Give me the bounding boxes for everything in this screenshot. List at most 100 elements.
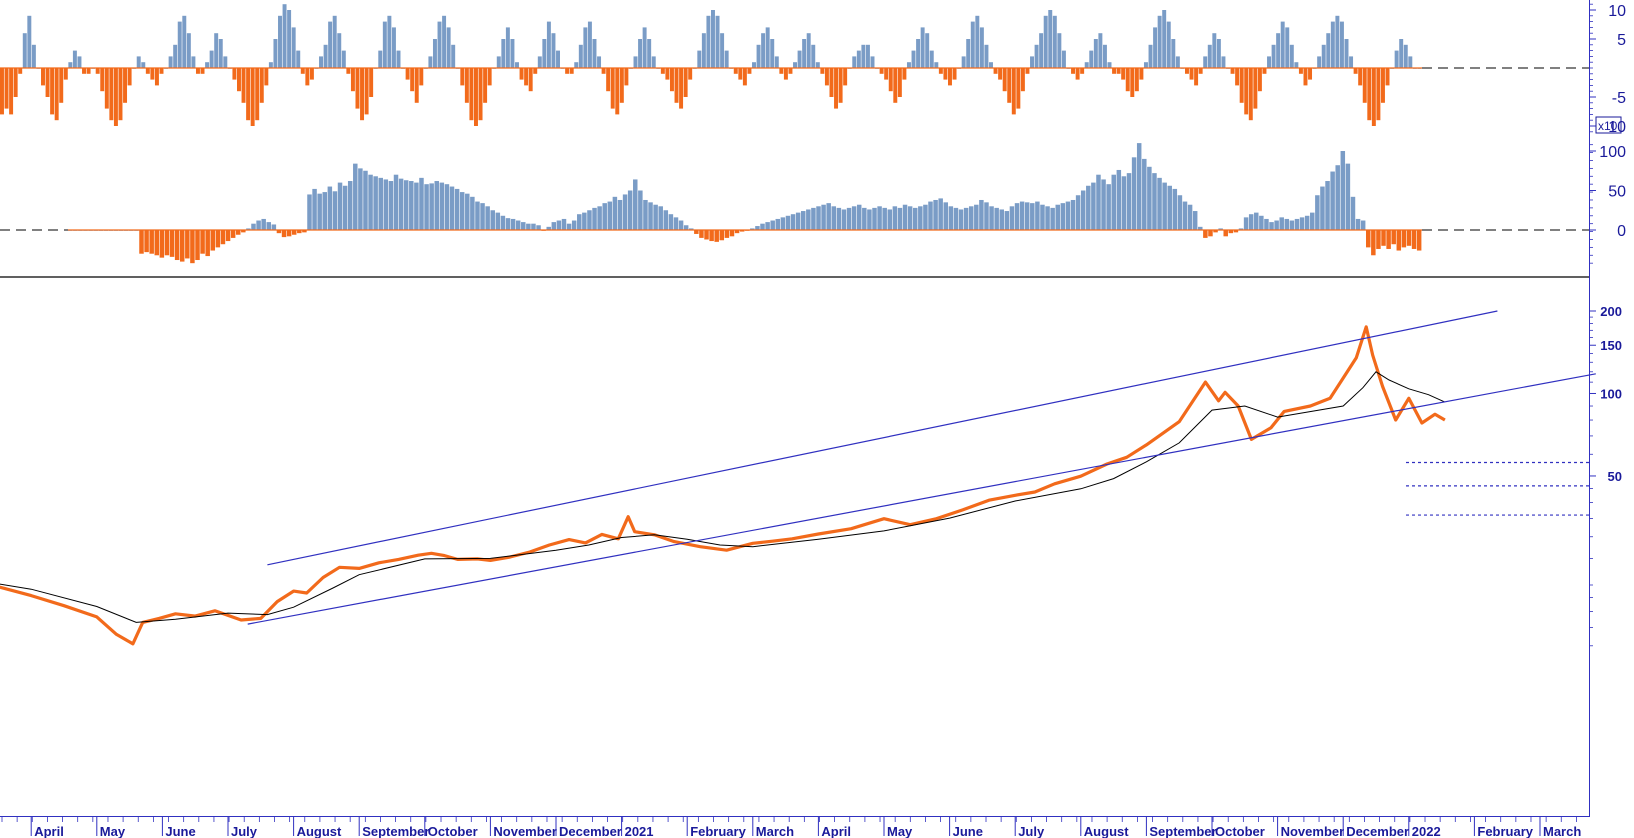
positive-bar	[643, 199, 648, 230]
positive-bar	[1089, 50, 1094, 68]
positive-bar	[1171, 39, 1176, 68]
positive-bar	[1162, 10, 1167, 68]
y-tick-label: 100	[1600, 386, 1622, 401]
negative-bar	[879, 68, 884, 74]
positive-bar	[948, 206, 954, 230]
x-tick-label: June	[165, 824, 195, 838]
negative-bar	[1235, 68, 1240, 86]
positive-bar	[861, 44, 866, 68]
negative-bar	[1125, 68, 1130, 92]
positive-bar	[1014, 203, 1020, 230]
positive-bar	[984, 44, 989, 68]
positive-bar	[278, 15, 282, 69]
positive-bar	[583, 27, 588, 68]
positive-bar	[1096, 174, 1101, 230]
positive-bar	[510, 218, 516, 230]
channel-lower-line	[247, 373, 1596, 625]
positive-bar	[1080, 190, 1086, 230]
negative-bar	[615, 68, 620, 115]
negative-bar	[699, 230, 704, 238]
oscillator-panel-1	[0, 4, 1590, 126]
negative-bar	[1189, 68, 1194, 80]
negative-bar	[948, 68, 952, 86]
negative-bar	[185, 230, 190, 259]
positive-bar	[816, 206, 821, 230]
positive-bar	[756, 44, 761, 68]
negative-bar	[469, 68, 474, 121]
negative-bar	[1228, 230, 1234, 234]
y-tick-label: 50	[1608, 469, 1622, 484]
positive-bar	[790, 214, 796, 230]
negative-bar	[902, 68, 907, 80]
negative-bar	[624, 68, 629, 86]
positive-bar	[378, 50, 383, 68]
positive-bar	[1121, 176, 1127, 230]
positive-bar	[979, 199, 984, 230]
positive-bar	[574, 62, 579, 68]
negative-bar	[410, 68, 415, 92]
positive-bar	[775, 218, 781, 230]
positive-bar	[1091, 182, 1096, 230]
negative-bar	[190, 230, 195, 264]
positive-bar	[536, 225, 541, 230]
positive-bar	[1276, 33, 1281, 68]
positive-bar	[846, 207, 852, 230]
x-tick-label: February	[1477, 824, 1533, 838]
positive-bar	[802, 39, 807, 68]
positive-bar	[968, 206, 974, 230]
negative-bar	[1406, 230, 1412, 246]
negative-bar	[305, 68, 310, 86]
price-panel	[0, 310, 1596, 646]
negative-bar	[1016, 68, 1021, 109]
negative-bar	[674, 68, 679, 103]
negative-bar	[738, 68, 743, 80]
positive-bar	[612, 196, 618, 230]
positive-bar	[633, 56, 638, 68]
negative-bar	[1401, 230, 1407, 248]
negative-bar	[565, 68, 570, 74]
negative-bar	[779, 68, 784, 74]
y-tick-label: 200	[1600, 304, 1622, 319]
negative-bar	[159, 230, 165, 258]
positive-bar	[1075, 195, 1081, 230]
positive-bar	[770, 220, 775, 230]
positive-bar	[1399, 39, 1404, 68]
positive-bar	[1045, 206, 1050, 230]
multiplier-box	[1595, 116, 1622, 134]
positive-bar	[396, 50, 401, 68]
y-tick-label: 50	[1608, 184, 1626, 201]
negative-bar	[1362, 68, 1367, 103]
positive-bar	[173, 44, 178, 68]
positive-bar	[282, 4, 287, 68]
positive-bar	[501, 39, 506, 68]
positive-bar	[328, 21, 333, 69]
positive-bar	[209, 50, 214, 68]
positive-bar	[622, 194, 628, 230]
negative-bar	[86, 68, 91, 74]
x-tick-label: November	[493, 824, 557, 838]
negative-bar	[276, 230, 282, 234]
negative-bar	[843, 68, 848, 86]
positive-bar	[444, 184, 450, 230]
negative-bar	[1011, 68, 1016, 115]
positive-bar	[607, 201, 613, 230]
negative-bar	[660, 68, 665, 74]
positive-bar	[22, 33, 27, 68]
positive-bar	[1335, 165, 1340, 230]
positive-bar	[378, 177, 383, 230]
positive-bar	[1182, 201, 1188, 230]
positive-bar	[72, 50, 77, 68]
positive-bar	[597, 56, 602, 68]
positive-bar	[424, 184, 429, 230]
positive-bar	[1238, 228, 1244, 230]
negative-bar	[610, 68, 615, 109]
positive-bar	[510, 39, 515, 68]
positive-bar	[870, 56, 875, 68]
positive-bar	[752, 62, 756, 68]
x-tick-label: June	[953, 824, 983, 838]
negative-bar	[679, 68, 684, 109]
negative-bar	[487, 68, 492, 86]
positive-bar	[382, 21, 387, 69]
positive-bar	[989, 62, 993, 68]
x-tick-label: September	[1149, 824, 1216, 838]
